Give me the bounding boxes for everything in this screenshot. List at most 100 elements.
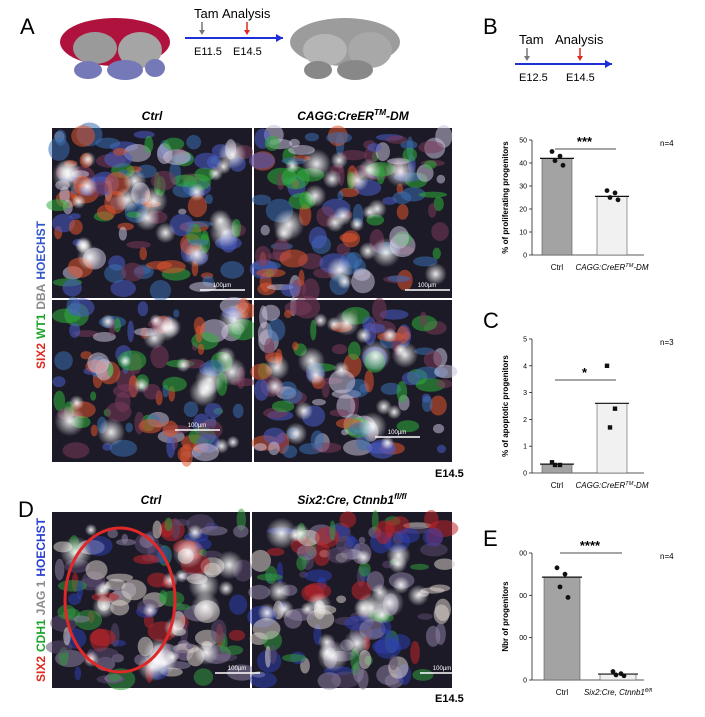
tissue-blob <box>418 191 448 198</box>
y-axis-label: Nbr of progenitors <box>501 581 510 652</box>
arrow-head <box>605 60 612 68</box>
tissue-blob <box>180 443 194 467</box>
tissue-blob <box>204 402 223 419</box>
timeline-label: E12.5 <box>519 72 548 84</box>
tissue-blob <box>417 613 433 620</box>
tissue-blob <box>194 152 220 170</box>
tissue-blob <box>264 645 272 668</box>
n-label: n=4 <box>660 552 674 561</box>
micrographs <box>45 122 459 691</box>
data-point <box>552 462 558 468</box>
tissue-blob <box>429 395 447 416</box>
tissue-blob <box>315 526 340 548</box>
micrograph-texture <box>52 296 258 467</box>
y-tick-label: 00 <box>519 551 527 558</box>
x-tick-label: Ctrl <box>551 481 564 490</box>
micrograph-texture <box>248 124 453 303</box>
tissue-blob <box>173 309 180 318</box>
tubule <box>94 583 110 599</box>
tissue-blob <box>107 363 114 378</box>
tubule <box>358 158 382 182</box>
tissue-blob <box>345 534 356 547</box>
tubule <box>337 274 353 290</box>
tubule <box>284 422 308 445</box>
arrow-head <box>199 30 205 35</box>
timeline-label: E14.5 <box>233 46 262 58</box>
y-tick-label: 4 <box>523 363 527 370</box>
tissue-blob <box>163 149 191 165</box>
x-tick-label: Ctrl <box>556 688 569 697</box>
tissue-blob <box>144 135 154 154</box>
tubule <box>330 151 348 170</box>
data-point <box>621 673 627 679</box>
tubule <box>191 592 220 622</box>
label-part: -DM <box>386 109 410 123</box>
data-point <box>612 406 618 411</box>
x-tick-label: Six2:Cre, Ctnnb1fl/fl <box>584 688 653 697</box>
tubule <box>92 595 116 619</box>
tissue-blob <box>186 134 202 150</box>
tissue-blob <box>110 599 130 616</box>
y-tick-label: 10 <box>519 230 527 237</box>
label-part: CAGG:CreER <box>576 263 626 272</box>
tissue-blob <box>89 628 116 647</box>
arrow-head <box>577 56 583 61</box>
tubule <box>176 357 191 373</box>
tissue-blob <box>358 536 366 544</box>
arrow-head <box>244 30 250 35</box>
y-tick-label: 1 <box>523 444 527 451</box>
tubule <box>52 159 84 191</box>
tissue-blob <box>358 562 371 577</box>
tissue-blob <box>52 376 66 388</box>
tissue-blob <box>424 509 439 529</box>
tissue-blob <box>200 525 228 536</box>
tissue-blob <box>418 141 444 154</box>
tissue-blob <box>419 311 428 327</box>
tubule <box>274 599 294 619</box>
scale-bar-label: 100µm <box>418 283 436 289</box>
y-axis-label: % of proliferating progenitors <box>501 141 510 254</box>
tissue-blob <box>95 137 121 149</box>
tissue-blob <box>263 427 286 445</box>
scale-bar-label: 100µm <box>188 423 206 429</box>
kidney-illustration <box>60 18 170 80</box>
x-tick-label: Ctrl <box>551 263 564 272</box>
tissue-blob <box>186 642 194 650</box>
panel-letter: B <box>483 14 498 39</box>
tissue-blob <box>120 262 145 282</box>
tubule <box>265 377 285 396</box>
tubule <box>218 580 234 597</box>
tissue-blob <box>118 226 127 241</box>
data-point <box>615 197 621 203</box>
y-tick-label: 50 <box>519 138 527 145</box>
tubule <box>133 377 150 394</box>
tubule <box>196 377 218 399</box>
tissue-blob <box>149 279 172 301</box>
tubule <box>343 629 371 658</box>
stain-name: HOECHST <box>34 517 48 576</box>
tissue-blob <box>90 424 98 437</box>
tubule <box>303 184 327 208</box>
tissue-blob <box>436 444 446 454</box>
tissue-blob <box>54 351 73 371</box>
tubule <box>84 523 98 536</box>
tissue-blob <box>72 615 90 623</box>
tissue-blob <box>403 522 432 529</box>
data-point <box>562 571 568 577</box>
data-point <box>607 425 613 430</box>
panel-letter: C <box>483 308 499 333</box>
stage-label: E14.5 <box>435 693 464 705</box>
tissue-blob <box>422 528 444 547</box>
data-point <box>612 190 618 196</box>
tissue-blob <box>163 137 185 151</box>
label-part: -DM <box>633 263 648 272</box>
tissue-blob <box>421 395 433 412</box>
label-part: Six2:Cre, Ctnnb1 <box>297 493 394 507</box>
tubule <box>333 309 360 336</box>
tissue-blob <box>201 550 222 559</box>
stain-name: HOECHST <box>34 220 48 279</box>
arrow-head <box>524 56 530 61</box>
tubule <box>155 222 176 244</box>
tissue-blob <box>396 420 420 433</box>
stain-name: SIX2 <box>34 343 48 369</box>
